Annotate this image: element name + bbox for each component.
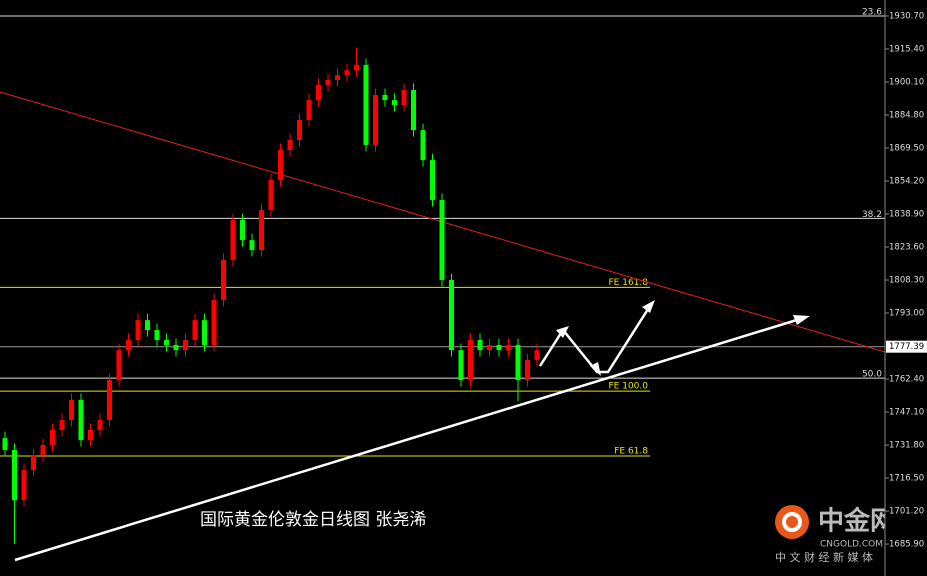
candle-body xyxy=(97,420,103,430)
candle-body xyxy=(534,350,540,361)
candle-body xyxy=(525,360,530,381)
candle-body xyxy=(164,339,169,345)
candle-body xyxy=(496,344,502,351)
candle-body xyxy=(401,89,407,106)
y-tick-label: 1854.20 xyxy=(889,176,924,186)
retracement-label: 23.6 xyxy=(862,7,882,17)
candle-body xyxy=(325,80,331,85)
candle-body xyxy=(221,259,226,301)
arrow-head xyxy=(556,326,569,338)
candle-body xyxy=(297,119,302,141)
last-price-box xyxy=(886,340,927,353)
candle-body xyxy=(107,380,112,421)
support-trendline xyxy=(14,317,801,562)
candle-body xyxy=(468,339,473,381)
candle-body xyxy=(211,300,217,345)
candle-body xyxy=(420,130,426,161)
candle-body xyxy=(88,429,93,441)
candle-body xyxy=(515,344,521,381)
candle-body xyxy=(135,320,141,340)
candle-body xyxy=(154,330,160,340)
arrow-head xyxy=(642,300,655,313)
expansion-label: FE 61.8 xyxy=(614,447,648,457)
y-tick-label: 1823.60 xyxy=(889,243,924,253)
candle-body xyxy=(439,199,445,281)
candle-body xyxy=(477,339,483,351)
candle-body xyxy=(69,399,74,421)
candle-body xyxy=(12,450,17,501)
candle-body xyxy=(268,179,274,211)
y-tick-label: 1731.80 xyxy=(889,441,924,451)
candle-body xyxy=(506,344,511,351)
y-tick-label: 1838.90 xyxy=(889,210,924,220)
candle-body xyxy=(78,399,84,441)
expansion-label: FE 100.0 xyxy=(609,382,649,392)
logo-slogan: 中 文 财 经 新 媒 体 xyxy=(775,550,873,564)
candle-body xyxy=(183,339,188,351)
candle-body xyxy=(249,240,255,251)
candle-body xyxy=(40,445,46,455)
arrow-head xyxy=(590,362,601,376)
candle-body xyxy=(31,454,36,471)
candle-body xyxy=(373,94,378,145)
candle-body xyxy=(202,320,207,345)
y-tick-label: 1793.00 xyxy=(889,309,924,319)
y-tick-label: 1915.40 xyxy=(889,44,924,54)
candle-body xyxy=(449,280,454,351)
candle-body xyxy=(344,70,350,76)
y-tick-label: 1900.10 xyxy=(889,77,924,87)
y-tick-label: 1762.40 xyxy=(889,375,924,385)
candle-body xyxy=(126,339,131,351)
candle-body xyxy=(487,344,492,351)
logo-icon-inner xyxy=(782,512,802,532)
candle-body xyxy=(458,350,464,381)
candle-body xyxy=(259,210,264,251)
last-price-label: 1777.39 xyxy=(889,342,924,352)
y-tick-label: 1716.50 xyxy=(889,474,924,484)
candle-body xyxy=(192,320,198,340)
candle-body xyxy=(335,75,340,81)
candle-body xyxy=(392,100,397,106)
candle-body xyxy=(173,344,179,351)
candle-body xyxy=(145,320,150,331)
y-tick-label: 1747.10 xyxy=(889,408,924,418)
chart-title: 国际黄金伦敦金日线图 张尧浠 xyxy=(200,510,426,530)
y-tick-label: 1685.90 xyxy=(889,540,924,550)
retracement-label: 38.2 xyxy=(862,210,882,220)
retracement-label: 50.0 xyxy=(862,370,882,380)
y-tick-label: 1884.80 xyxy=(889,110,924,120)
logo-icon xyxy=(775,505,809,539)
arrow-head xyxy=(793,315,810,325)
logo-domain: CNGOLD.COM xyxy=(820,540,883,550)
candle-body xyxy=(430,160,435,200)
candle-body xyxy=(50,429,55,446)
candle-body xyxy=(59,420,65,430)
candle-body xyxy=(278,149,283,180)
logo-name: 中金网 xyxy=(818,506,896,537)
candle-body xyxy=(363,64,369,145)
y-tick-label: 1869.50 xyxy=(889,143,924,153)
candle-body xyxy=(240,220,245,241)
candle-body xyxy=(316,84,321,101)
candle-body xyxy=(354,64,359,71)
candle-body xyxy=(21,470,27,501)
y-tick-label: 1701.20 xyxy=(889,507,924,517)
candle-body xyxy=(116,350,122,381)
expansion-label: FE 161.8 xyxy=(609,278,649,288)
price-axis-panel xyxy=(885,0,927,576)
candle-body xyxy=(287,140,293,150)
y-tick-label: 1930.70 xyxy=(889,11,924,21)
candle-body xyxy=(382,94,388,101)
y-tick-label: 1808.30 xyxy=(889,276,924,286)
candle-body xyxy=(411,89,416,131)
candle-body xyxy=(2,438,8,451)
candle-body xyxy=(306,100,312,120)
candle-body xyxy=(230,220,236,260)
